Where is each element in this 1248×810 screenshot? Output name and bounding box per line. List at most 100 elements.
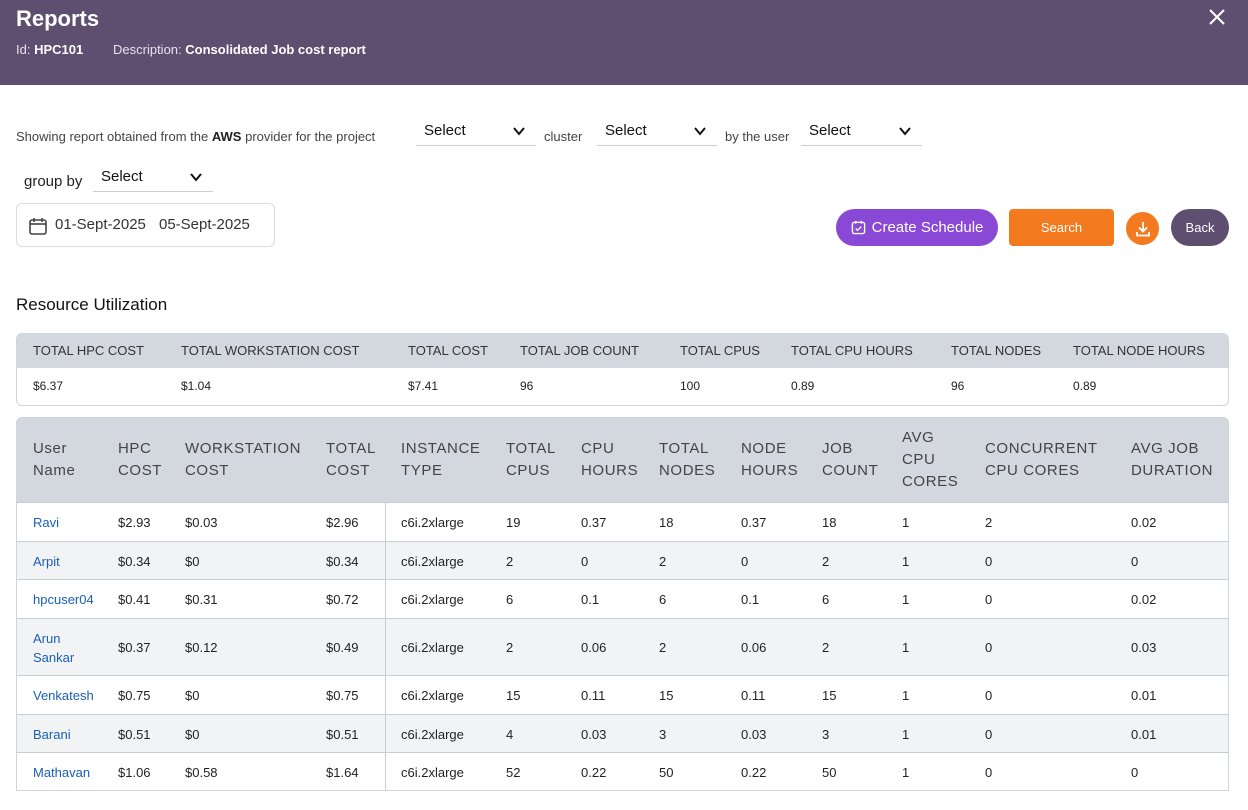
table-cell: 0.11 xyxy=(581,688,606,703)
close-icon[interactable] xyxy=(1206,6,1228,28)
table-cell: 50 xyxy=(822,765,837,780)
cluster-label: cluster xyxy=(544,129,583,144)
table-cell: 0.01 xyxy=(1131,726,1157,742)
chevron-down-icon xyxy=(190,173,202,182)
cluster-select[interactable]: Select xyxy=(597,116,717,146)
table-cell: 6 xyxy=(659,592,667,607)
summary-header-row xyxy=(17,334,1228,368)
summary-value-cell: $6.37 xyxy=(33,379,64,393)
table-cell: 0 xyxy=(985,726,993,742)
download-button[interactable] xyxy=(1126,212,1159,245)
table-cell: 18 xyxy=(822,515,837,530)
user-name-link[interactable]: hpcuser04 xyxy=(33,590,94,609)
table-cell: 0.22 xyxy=(581,765,607,780)
table-cell: $0.41 xyxy=(118,592,151,607)
table-cell: 19 xyxy=(506,515,521,530)
table-cell: 0 xyxy=(581,553,589,569)
table-cell: 0.01 xyxy=(1131,688,1157,703)
details-header-row xyxy=(17,418,1228,502)
summary-header-cell: TOTAL JOB COUNT xyxy=(520,343,639,358)
column-header: INSTANCE TYPE xyxy=(401,438,481,482)
user-name-line: Arun xyxy=(33,630,61,646)
table-cell: 18 xyxy=(659,515,674,530)
column-header: NODE HOURS xyxy=(741,438,798,482)
user-name-line: Mathavan xyxy=(33,765,91,780)
table-cell: $0 xyxy=(185,688,200,703)
project-select[interactable]: Select xyxy=(416,116,536,146)
column-header-line: COUNT xyxy=(822,462,879,479)
table-cell: 15 xyxy=(822,688,837,703)
user-name-link[interactable]: Barani xyxy=(33,725,71,744)
user-select[interactable]: Select xyxy=(801,116,922,146)
table-row: Venkatesh $0.75 $0 $0.75 c6i.2xlarge 15 0.11 15… xyxy=(17,675,1228,714)
cluster-select-value: Select xyxy=(605,122,647,139)
table-cell: $0.58 xyxy=(185,765,218,780)
groupby-select-value: Select xyxy=(101,168,143,185)
table-cell: 0.11 xyxy=(741,688,766,703)
download-icon xyxy=(1135,221,1150,236)
date-range-picker[interactable]: 01-Sept-2025 05-Sept-2025 xyxy=(16,203,275,247)
table-cell: 0.06 xyxy=(741,640,767,655)
column-header-line: Name xyxy=(33,462,76,479)
table-cell: $0.75 xyxy=(118,688,151,703)
table-row: Mathavan $1.06 $0.58 $1.64 c6i.2xlarge 52 0.22… xyxy=(17,752,1228,790)
date-end: 05-Sept-2025 xyxy=(159,216,250,233)
summary-header-cell: TOTAL CPU HOURS xyxy=(791,343,913,358)
calendar-icon xyxy=(29,218,47,235)
table-row: Barani $0.51 $0 $0.51 c6i.2xlarge 4 0.03 3 0.03 3… xyxy=(17,714,1228,752)
table-cell: $0.34 xyxy=(326,553,359,569)
table-cell: 2 xyxy=(659,553,667,569)
column-header: CPU HOURS xyxy=(581,438,638,482)
table-cell: 0.02 xyxy=(1131,592,1157,607)
user-name-line: Barani xyxy=(33,726,71,742)
user-name-line: Arpit xyxy=(33,553,60,569)
summary-value-cell: 96 xyxy=(951,379,965,393)
table-cell: 2 xyxy=(506,553,514,569)
table-cell: $0.49 xyxy=(326,640,359,655)
table-cell: c6i.2xlarge xyxy=(401,640,464,655)
user-name-link[interactable]: Arpit xyxy=(33,552,60,571)
summary-value-cell: $1.04 xyxy=(181,379,212,393)
user-name-link[interactable]: Venkatesh xyxy=(33,686,94,705)
column-header-line: NODES xyxy=(659,462,716,479)
table-cell: c6i.2xlarge xyxy=(401,515,464,530)
table-cell: 0.37 xyxy=(741,515,767,530)
user-name-line: Ravi xyxy=(33,515,60,530)
table-cell: $0.72 xyxy=(326,592,359,607)
column-header-line: INSTANCE xyxy=(401,440,481,457)
table-cell: 3 xyxy=(822,726,830,742)
table-cell: 2 xyxy=(822,640,830,655)
summary-header-cell: TOTAL COST xyxy=(408,343,488,358)
table-cell: 1 xyxy=(902,592,910,607)
table-cell: $1.06 xyxy=(118,765,151,780)
user-name-line: Venkatesh xyxy=(33,688,94,703)
table-cell: 0.03 xyxy=(1131,640,1157,655)
table-row: Arpit $0.34 $0 $0.34 c6i.2xlarge 2 0 2 0 2 1 0 0 xyxy=(17,541,1228,579)
column-header-line: AVG JOB xyxy=(1131,440,1200,457)
back-button[interactable]: Back xyxy=(1171,209,1229,246)
summary-value-cell: 0.89 xyxy=(1073,379,1097,393)
column-header: AVG JOB DURATION xyxy=(1131,438,1213,482)
summary-value-cell: 96 xyxy=(520,379,534,393)
column-header-line: TOTAL xyxy=(326,440,376,457)
user-name-link[interactable]: Ravi xyxy=(33,513,59,532)
summary-value-cell: 100 xyxy=(680,379,701,393)
groupby-select[interactable]: Select xyxy=(93,162,213,192)
user-name-line: Sankar xyxy=(33,649,75,665)
summary-header-cell: TOTAL CPUS xyxy=(680,343,760,358)
table-cell: 0.06 xyxy=(581,640,607,655)
column-header: TOTAL CPUS xyxy=(506,438,556,482)
user-name-link[interactable]: Mathavan xyxy=(33,763,90,782)
create-schedule-button[interactable]: Create Schedule xyxy=(836,209,998,246)
search-button[interactable]: Search xyxy=(1009,209,1114,246)
column-header: User Name xyxy=(33,438,75,482)
calendar-check-icon xyxy=(851,220,865,235)
table-cell: 6 xyxy=(822,592,830,607)
table-cell: $0.37 xyxy=(118,640,151,655)
user-name-link[interactable]: Arun Sankar xyxy=(33,629,74,667)
table-cell: $0.51 xyxy=(326,726,359,742)
table-cell: $0.31 xyxy=(185,592,218,607)
column-header-line: CPU CORES xyxy=(985,462,1080,479)
section-title: Resource Utilization xyxy=(16,295,168,314)
table-cell: 2 xyxy=(822,553,830,569)
